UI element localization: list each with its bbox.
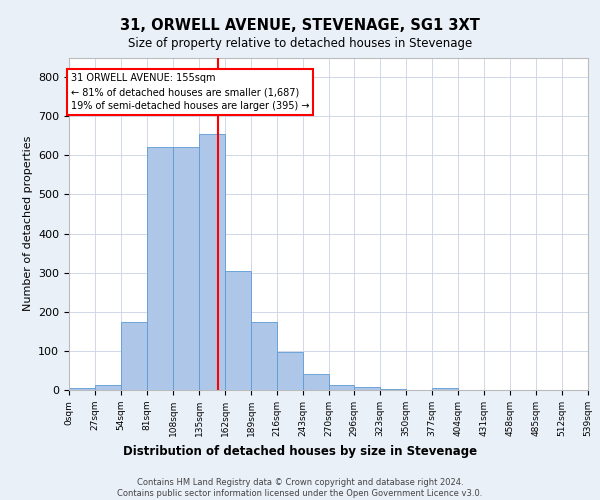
- Bar: [354, 387, 380, 390]
- Bar: [251, 322, 277, 390]
- Bar: [95, 385, 121, 390]
- Bar: [69, 388, 95, 390]
- Bar: [432, 388, 458, 390]
- Text: Contains HM Land Registry data © Crown copyright and database right 2024.
Contai: Contains HM Land Registry data © Crown c…: [118, 478, 482, 498]
- Y-axis label: Number of detached properties: Number of detached properties: [23, 136, 32, 312]
- Bar: [199, 134, 225, 390]
- Text: 31, ORWELL AVENUE, STEVENAGE, SG1 3XT: 31, ORWELL AVENUE, STEVENAGE, SG1 3XT: [120, 18, 480, 32]
- Bar: [303, 374, 329, 390]
- Bar: [173, 148, 199, 390]
- Bar: [147, 148, 173, 390]
- Bar: [225, 270, 251, 390]
- Text: Size of property relative to detached houses in Stevenage: Size of property relative to detached ho…: [128, 38, 472, 51]
- Bar: [329, 385, 354, 390]
- Text: Distribution of detached houses by size in Stevenage: Distribution of detached houses by size …: [123, 444, 477, 458]
- Bar: [121, 322, 147, 390]
- Bar: [380, 389, 406, 390]
- Text: 31 ORWELL AVENUE: 155sqm
← 81% of detached houses are smaller (1,687)
19% of sem: 31 ORWELL AVENUE: 155sqm ← 81% of detach…: [71, 73, 310, 111]
- Bar: [277, 352, 303, 390]
